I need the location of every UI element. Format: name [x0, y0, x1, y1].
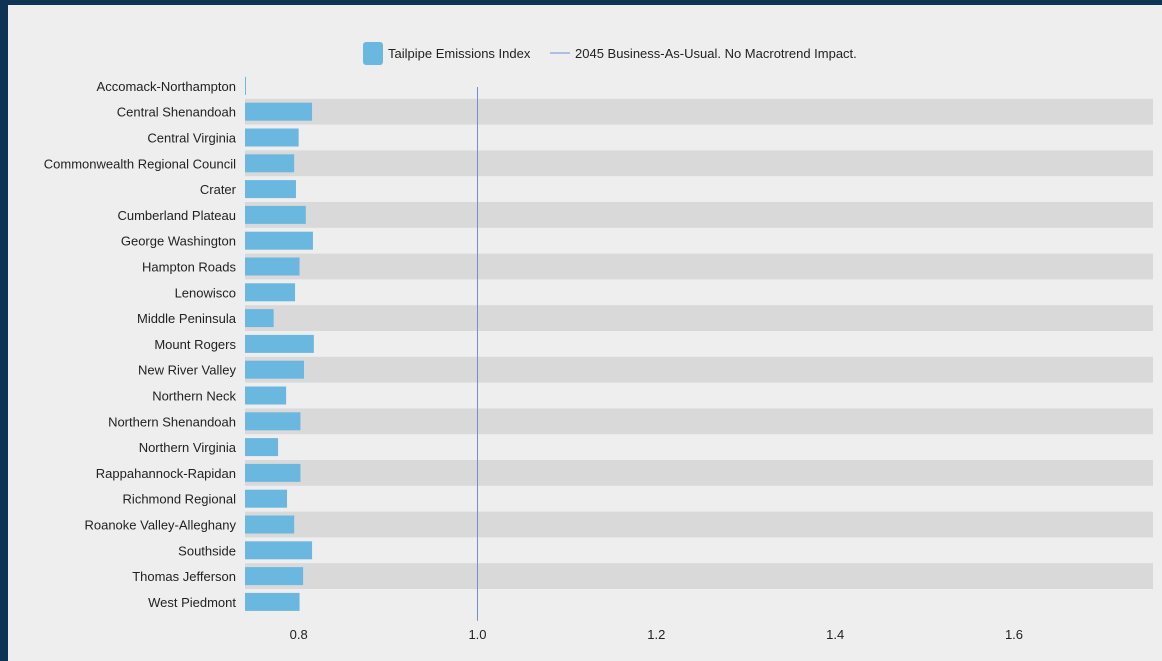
bar	[245, 231, 313, 250]
category-label: Mount Rogers	[154, 337, 236, 352]
x-tick-label: 1.2	[647, 627, 665, 642]
category-label: Northern Virginia	[139, 440, 237, 455]
category-label: Thomas Jefferson	[132, 569, 236, 584]
category-label: Northern Shenandoah	[108, 414, 236, 429]
bar	[245, 334, 314, 353]
chart-svg: Tailpipe Emissions Index 2045 Business-A…	[44, 42, 1153, 642]
row-band	[245, 511, 1153, 538]
row-band	[245, 356, 1153, 383]
bar	[245, 205, 306, 224]
bar	[245, 154, 295, 173]
bar	[245, 128, 299, 147]
x-tick-label: 1.0	[468, 627, 486, 642]
bar	[245, 489, 288, 508]
row-band	[245, 98, 1153, 125]
bar	[245, 438, 279, 457]
category-label: Commonwealth Regional Council	[44, 156, 236, 171]
row-bands	[245, 98, 1153, 589]
category-label: Lenowisco	[175, 285, 236, 300]
bar	[245, 567, 304, 586]
bar	[245, 463, 301, 482]
bar	[245, 412, 301, 431]
x-tick-label: 0.8	[290, 627, 308, 642]
bar	[245, 76, 246, 95]
category-label: Accomack-Northampton	[97, 79, 236, 94]
category-label: Rappahannock-Rapidan	[96, 466, 236, 481]
category-label: Cumberland Plateau	[117, 208, 236, 223]
legend-label-line: 2045 Business-As-Usual. No Macrotrend Im…	[575, 46, 857, 61]
category-label: Central Shenandoah	[117, 105, 236, 120]
row-band	[245, 563, 1153, 589]
bar	[245, 180, 296, 199]
x-tick-label: 1.6	[1005, 627, 1023, 642]
row-band	[245, 253, 1153, 280]
category-label: Hampton Roads	[142, 260, 236, 275]
x-tick-label: 1.4	[826, 627, 844, 642]
legend-label-bars: Tailpipe Emissions Index	[388, 46, 531, 61]
category-label: Middle Peninsula	[137, 311, 237, 326]
bar	[245, 283, 296, 302]
category-label: Roanoke Valley-Alleghany	[84, 518, 236, 533]
row-band	[245, 305, 1153, 331]
category-label: George Washington	[121, 234, 236, 249]
category-label: Richmond Regional	[123, 492, 237, 507]
bars	[245, 76, 314, 611]
bar	[245, 386, 287, 405]
bar	[245, 309, 274, 328]
category-label: New River Valley	[138, 363, 237, 378]
bar	[245, 541, 313, 560]
legend-swatch-bars	[363, 42, 383, 65]
category-label: Central Virginia	[147, 131, 236, 146]
bar	[245, 360, 305, 379]
legend: Tailpipe Emissions Index 2045 Business-A…	[363, 42, 857, 65]
bar	[245, 515, 295, 534]
row-band	[245, 460, 1153, 486]
bar	[245, 592, 300, 611]
category-label: Southside	[178, 543, 236, 558]
chart-panel: Tailpipe Emissions Index 2045 Business-A…	[8, 5, 1162, 661]
row-band	[245, 202, 1153, 228]
category-label: Crater	[200, 182, 237, 197]
row-band	[245, 408, 1153, 435]
bar	[245, 257, 300, 276]
category-label: Northern Neck	[152, 389, 236, 404]
category-label: West Piedmont	[148, 595, 236, 610]
x-axis-ticks: 0.8 1.0 1.2 1.4 1.6	[290, 627, 1023, 642]
row-band	[245, 150, 1153, 177]
bar	[245, 102, 313, 121]
category-labels: Accomack-Northampton Central Shenandoah Ce…	[44, 79, 237, 610]
